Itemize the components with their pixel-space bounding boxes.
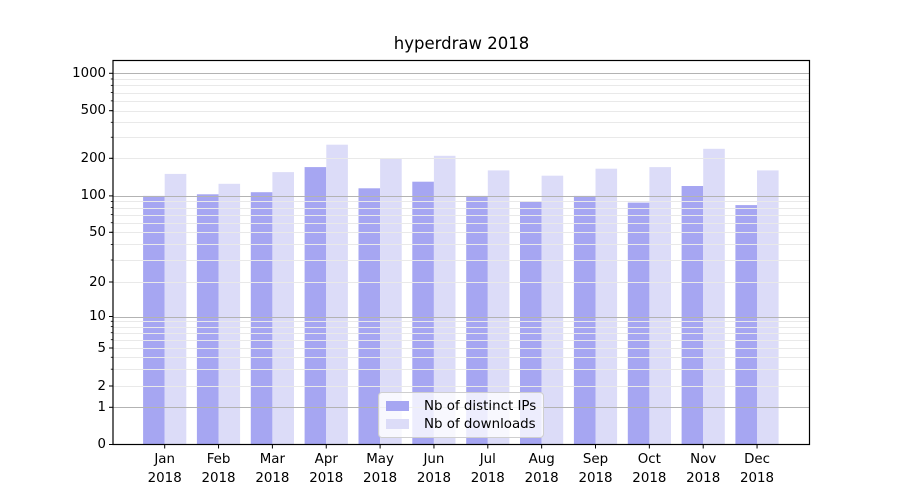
bar-distinct-ips-mar (250, 192, 273, 445)
bar-distinct-ips-sep (573, 195, 596, 445)
bar-distinct-ips-oct (627, 202, 650, 445)
legend-swatch-distinct-ips (386, 400, 409, 412)
y-tick-label-200: 200 (80, 150, 106, 166)
x-tick-label-apr: Apr 2018 (309, 452, 344, 486)
bar-downloads-sep (595, 168, 618, 445)
bar-downloads-may (380, 158, 402, 445)
x-tick-label-may: May 2018 (363, 452, 398, 486)
plot-border (112, 59, 811, 446)
bar-distinct-ips-may (358, 188, 381, 445)
legend: Nb of distinct IPs Nb of downloads (378, 392, 544, 438)
legend-label-distinct-ips: Nb of distinct IPs (424, 398, 537, 414)
legend-label-downloads: Nb of downloads (424, 416, 536, 432)
bar-downloads-apr (326, 144, 348, 445)
chart-title: hyperdraw 2018 (393, 34, 530, 53)
y-tick-label-1: 1 (97, 399, 106, 415)
x-tick-label-sep: Sep 2018 (578, 452, 613, 486)
bar-downloads-mar (272, 172, 294, 445)
x-tick-label-nov: Nov 2018 (686, 452, 721, 486)
x-tick-label-aug: Aug 2018 (524, 452, 559, 486)
y-tick-label-0: 0 (97, 437, 106, 452)
y-tick-label-1000: 1000 (72, 65, 106, 81)
y-tick-label-500: 500 (80, 103, 106, 119)
bar-distinct-ips-jul (466, 195, 488, 445)
legend-swatch-downloads (386, 418, 409, 430)
bar-downloads-jun (433, 155, 456, 445)
bar-distinct-ips-feb (196, 194, 219, 445)
bar-downloads-feb (218, 183, 241, 445)
bar-distinct-ips-apr (304, 167, 327, 445)
bar-distinct-ips-aug (520, 201, 542, 445)
x-tick-label-oct: Oct 2018 (632, 452, 667, 486)
bar-downloads-nov (703, 148, 725, 445)
y-tick-label-2: 2 (97, 378, 106, 394)
bar-distinct-ips-nov (681, 186, 704, 445)
bar-distinct-ips-dec (735, 205, 757, 445)
x-tick-label-jul: Jul 2018 (470, 452, 505, 486)
y-tick-label-10: 10 (89, 309, 106, 324)
y-tick-label-20: 20 (89, 274, 106, 290)
y-tick-label-50: 50 (89, 224, 106, 240)
bar-downloads-aug (541, 175, 564, 445)
legend-item-downloads: Nb of downloads (386, 416, 536, 432)
x-tick-label-jan: Jan 2018 (147, 452, 182, 486)
legend-item-distinct-ips: Nb of distinct IPs (386, 398, 537, 414)
x-tick-label-mar: Mar 2018 (255, 452, 290, 486)
x-tick-label-jun: Jun 2018 (416, 452, 451, 486)
bar-distinct-ips-jun (412, 181, 434, 445)
x-tick-label-dec: Dec 2018 (740, 452, 775, 486)
bar-downloads-oct (649, 167, 671, 445)
bar-distinct-ips-jan (143, 195, 165, 445)
y-tick-label-5: 5 (97, 340, 106, 356)
bar-downloads-dec (757, 170, 779, 445)
x-tick-label-feb: Feb 2018 (201, 452, 236, 486)
y-tick-label-100: 100 (80, 188, 106, 204)
bar-downloads-jan (164, 173, 187, 445)
bar-downloads-jul (487, 170, 510, 445)
